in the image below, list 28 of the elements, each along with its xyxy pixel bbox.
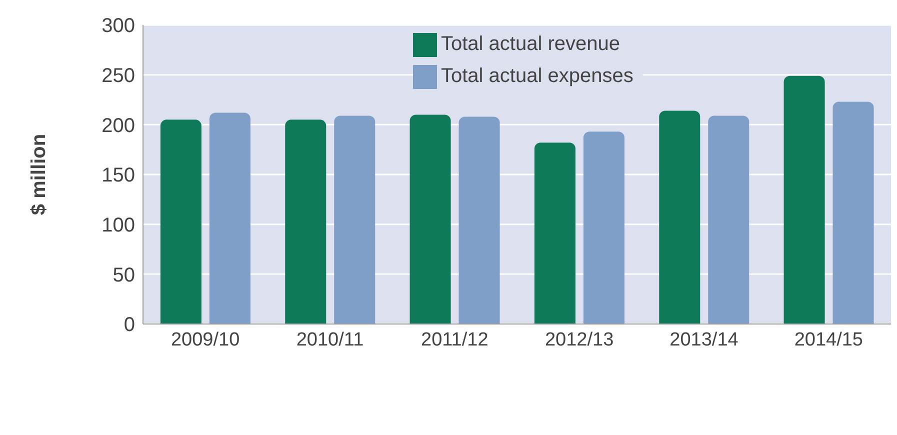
legend-label: Total actual revenue <box>441 33 620 55</box>
bar <box>458 116 500 324</box>
bar <box>285 120 326 324</box>
bar <box>583 132 624 324</box>
bar <box>410 114 451 324</box>
legend-label: Total actual expenses <box>441 65 634 87</box>
x-tick-label: 2012/13 <box>544 329 614 350</box>
y-tick-label: 50 <box>112 264 135 286</box>
bar <box>832 102 874 324</box>
x-tick-label: 2010/11 <box>296 329 364 350</box>
y-tick-label: 250 <box>102 64 135 87</box>
x-tick-label: 2009/10 <box>170 329 240 350</box>
x-tick-label: 2013/14 <box>670 329 739 350</box>
y-axis-title: $ million <box>28 134 50 216</box>
bar <box>708 116 750 324</box>
bar <box>334 116 376 324</box>
y-tick-label: 200 <box>102 114 135 137</box>
bar <box>209 112 250 324</box>
bar <box>784 76 825 324</box>
x-tick-label: 2011/12 <box>421 329 488 350</box>
bar <box>659 110 700 324</box>
y-tick-label: 300 <box>102 15 135 38</box>
y-tick-label: 100 <box>102 214 135 236</box>
y-tick-label: 0 <box>124 314 135 336</box>
x-tick-label: 2014/15 <box>794 329 864 350</box>
y-tick-label: 150 <box>102 164 135 187</box>
bar <box>160 120 202 324</box>
bar <box>534 142 576 324</box>
